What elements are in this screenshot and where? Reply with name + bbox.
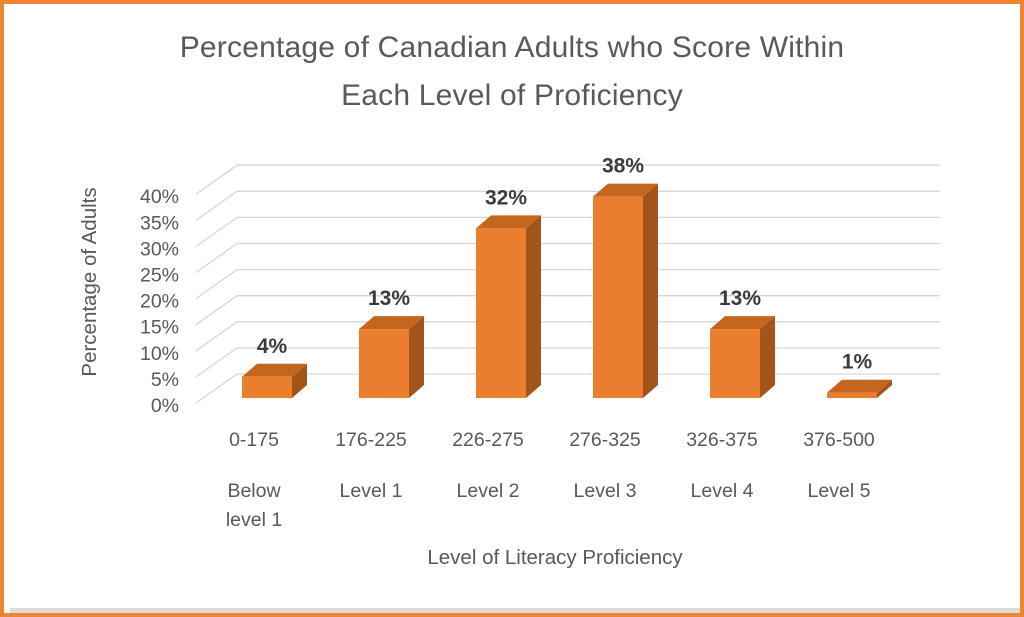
bar-front-face [476, 228, 526, 398]
bar-front-face [359, 329, 409, 398]
bar-top-face [593, 183, 658, 197]
y-axis-tick-label: 0% [151, 395, 179, 417]
x-axis-level-label: Level 3 [574, 480, 637, 502]
gridline [195, 190, 940, 221]
y-axis-tick-label: 25% [140, 265, 179, 287]
x-axis-range-label: 376-500 [803, 429, 875, 451]
gridline [195, 295, 940, 326]
bar-side-face [877, 379, 892, 398]
y-axis-tick-label: 40% [140, 186, 179, 208]
bar-value-label: 13% [719, 287, 761, 310]
y-axis-tick-label: 35% [140, 212, 179, 234]
bar-chart-plot-area: 0% 5% 10% 15% 20% 25% 30% 35% 40% 4% 13% 32% 38% 13% 1… [78, 155, 940, 569]
bar-value-label: 1% [842, 351, 873, 374]
y-axis-tick-label: 5% [151, 369, 179, 391]
y-axis-tick-label: 20% [140, 291, 179, 313]
bar-top-face [827, 379, 892, 393]
bar-value-label: 13% [368, 287, 410, 310]
x-axis-range-label: 226-275 [452, 429, 524, 451]
gridline [195, 373, 940, 404]
x-axis-level-label: Level 2 [457, 480, 520, 502]
x-axis-title: Level of Literacy Proficiency [427, 546, 683, 569]
bar-top-face [359, 316, 424, 330]
gridline [195, 347, 940, 378]
x-axis-level-label: Level 4 [691, 480, 754, 502]
bar-front-face [827, 392, 877, 398]
bar-value-label: 4% [257, 335, 288, 358]
x-axis-range-label: 0-175 [229, 429, 279, 451]
bar-side-face [526, 215, 541, 398]
window-bottom-shadow [10, 608, 1020, 613]
bar-front-face [593, 196, 643, 398]
bar-value-label: 38% [602, 155, 644, 178]
x-axis-level-label: Level 1 [340, 480, 403, 502]
y-axis-tick-label: 10% [140, 343, 179, 365]
x-axis-range-label: 326-375 [686, 429, 758, 451]
chart-title-line-2: Each Level of Proficiency [341, 79, 683, 112]
bar-value-label: 32% [485, 186, 527, 209]
y-axis-tick-label: 30% [140, 238, 179, 260]
bar-side-face [292, 363, 307, 398]
gridline [195, 164, 940, 195]
bar-top-face [710, 316, 775, 330]
x-axis-level-label: Below [227, 480, 281, 502]
gridline [195, 268, 940, 300]
x-axis-range-label: 176-225 [335, 429, 407, 451]
gridline [195, 242, 940, 274]
y-axis-title: Percentage of Adults [78, 187, 101, 376]
x-axis-level-label: level 1 [226, 509, 282, 531]
y-axis-tick-label: 15% [140, 317, 179, 339]
gridline [195, 321, 940, 352]
bar-front-face [710, 329, 760, 398]
chart-title-line-1: Percentage of Canadian Adults who Score … [179, 31, 845, 64]
x-axis-range-label: 276-325 [569, 429, 641, 451]
gridline [195, 216, 940, 247]
bar-side-face [643, 183, 658, 398]
bar-side-face [409, 316, 424, 398]
chart-title: Percentage of Canadian Adults who Score … [4, 24, 1020, 120]
bar-top-face [476, 215, 541, 229]
bar-side-face [760, 316, 775, 398]
bar-front-face [242, 376, 292, 398]
bar-top-face [242, 363, 307, 377]
x-axis-level-label: Level 5 [808, 480, 871, 502]
